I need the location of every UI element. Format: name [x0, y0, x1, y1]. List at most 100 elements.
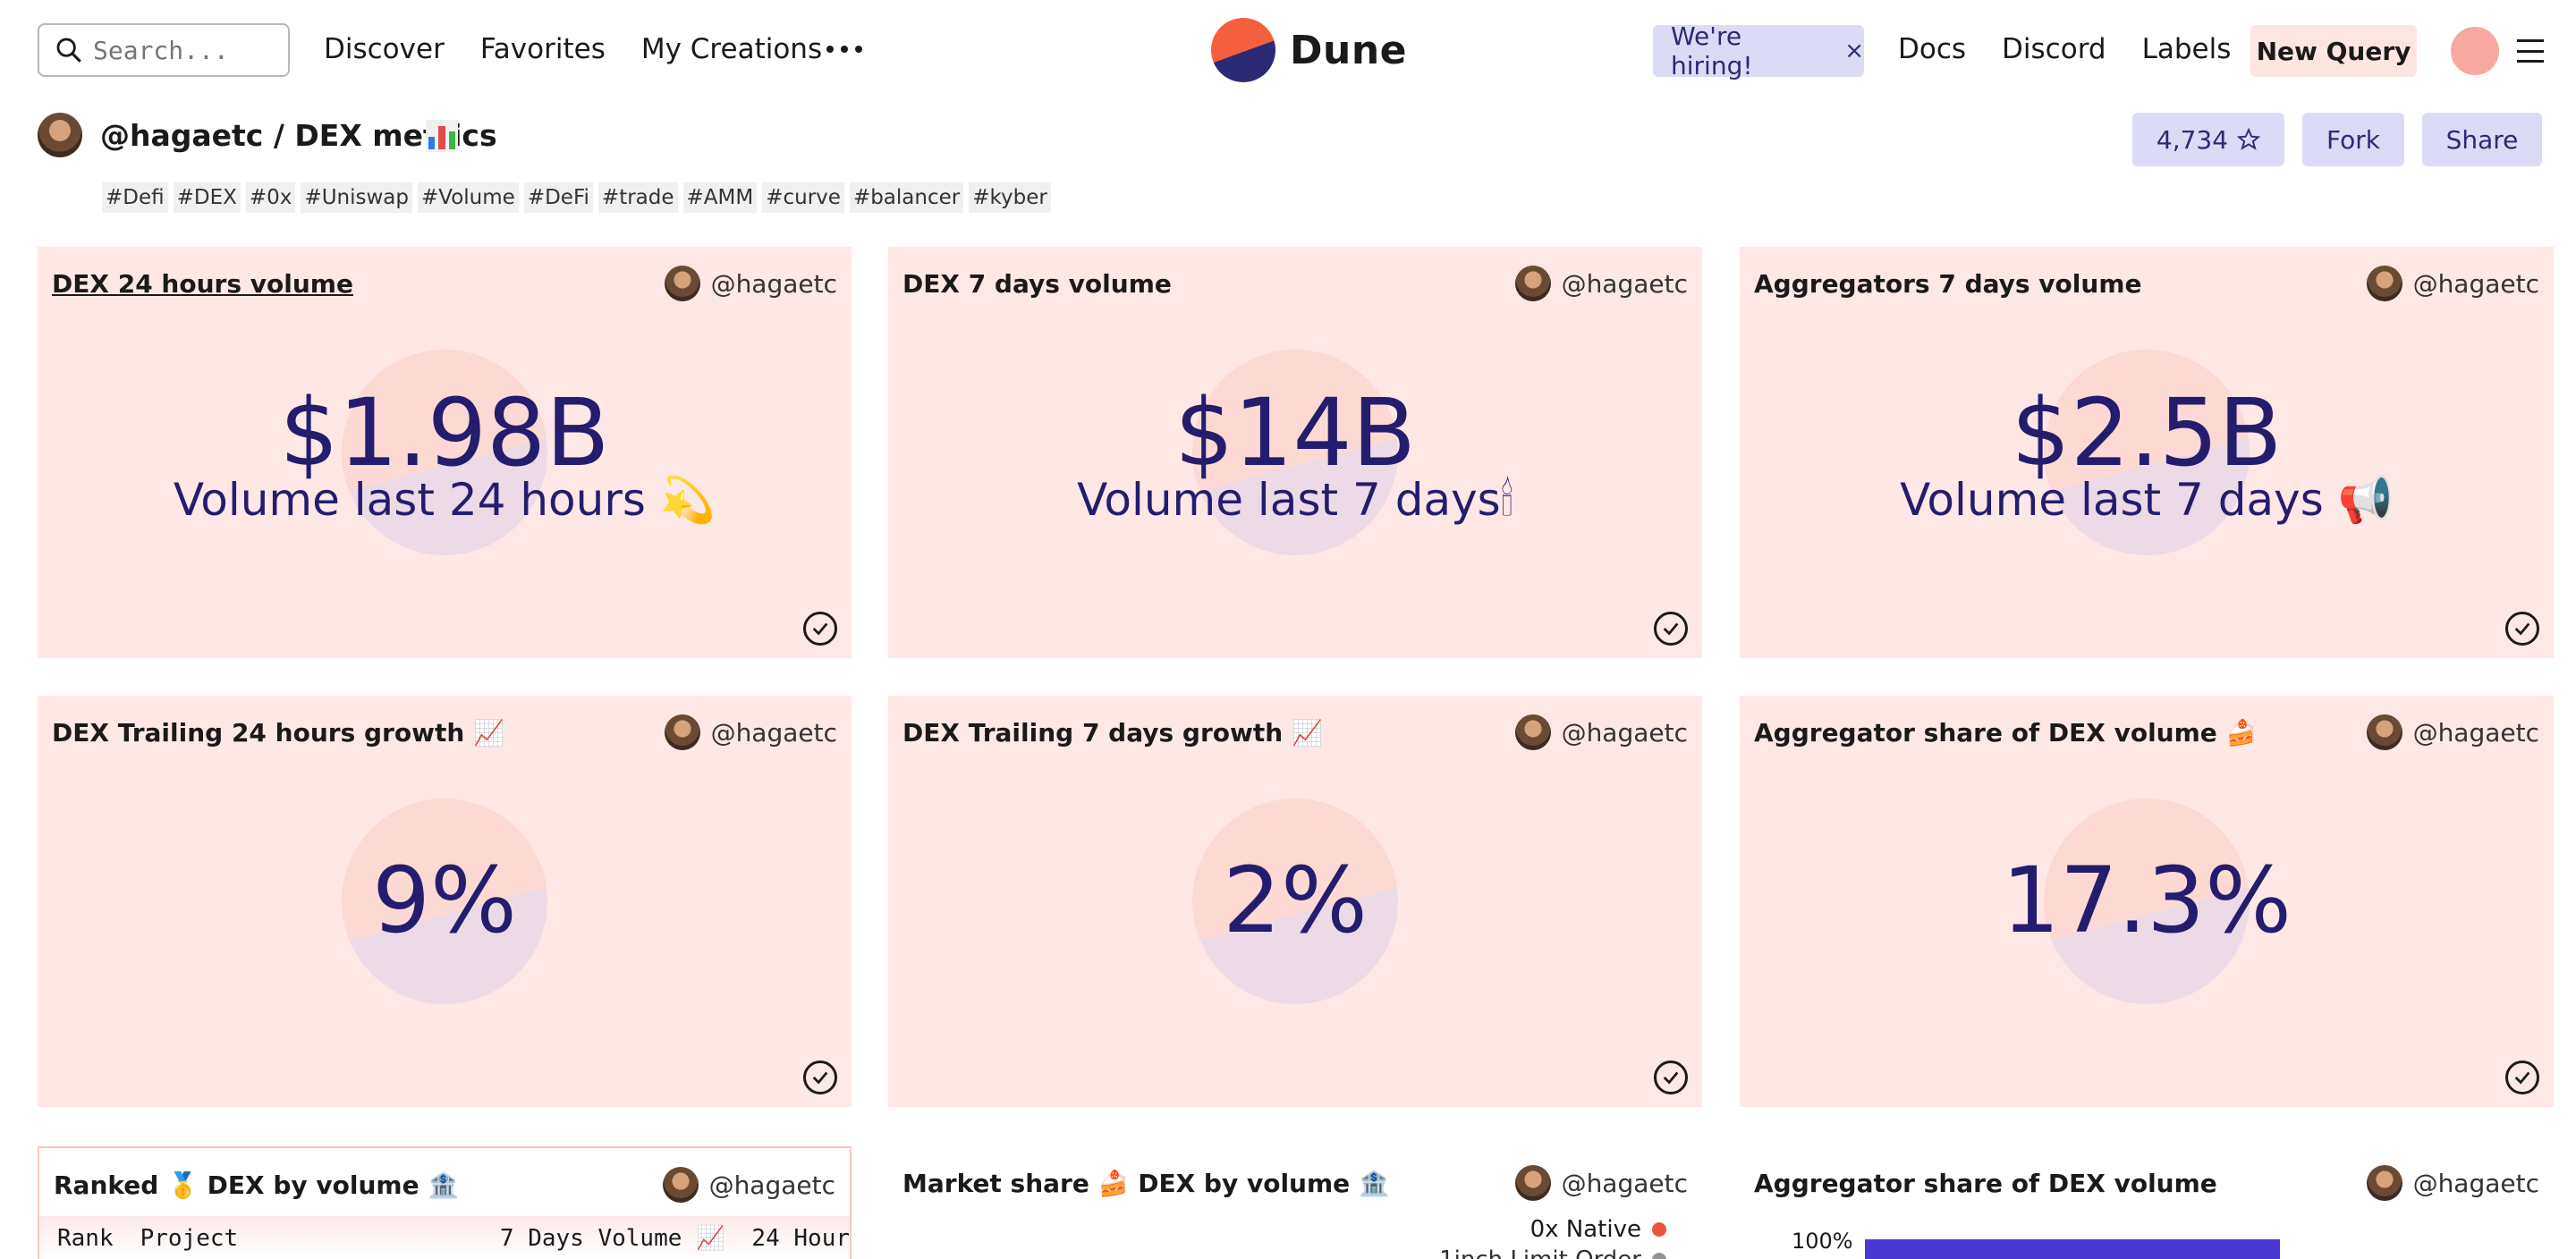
column-header[interactable]: Project: [140, 1225, 239, 1252]
owner-avatar: [1514, 714, 1551, 750]
background-disc: [1192, 798, 1398, 1004]
card-title[interactable]: DEX Trailing 24 hours growth 📈: [52, 717, 504, 748]
card-owner[interactable]: @hagaetc: [664, 266, 837, 301]
tag[interactable]: #0x: [245, 182, 296, 213]
counter-value: 2%: [1223, 848, 1368, 954]
legend-swatch: [1652, 1222, 1666, 1237]
counter-card: DEX 7 days volume @hagaetc $14B Volume l…: [888, 247, 1702, 658]
new-query-button[interactable]: New Query: [2250, 25, 2417, 77]
nav-docs[interactable]: Docs: [1898, 33, 1967, 65]
check-circle-icon: [2505, 1060, 2539, 1094]
background-disc: [342, 798, 547, 1004]
tag[interactable]: #DEX: [173, 182, 241, 213]
tag[interactable]: #AMM: [682, 182, 758, 213]
ranked-table-card: Ranked 🥇 DEX by volume 🏦 @hagaetc Rank P…: [38, 1146, 852, 1259]
tag[interactable]: #trade: [597, 182, 678, 213]
card-title[interactable]: DEX 24 hours volume: [52, 268, 353, 299]
dune-logo[interactable]: Dune: [1211, 18, 1407, 82]
column-header[interactable]: Rank: [57, 1225, 114, 1252]
card-owner[interactable]: @hagaetc: [2366, 1165, 2539, 1201]
nav-discover[interactable]: Discover: [324, 33, 445, 65]
y-axis-tick: 100%: [1792, 1229, 1853, 1254]
owner-avatar: [664, 714, 700, 750]
column-header[interactable]: 24 Hour: [751, 1225, 850, 1252]
legend-item[interactable]: 0x Native: [1530, 1216, 1666, 1243]
owner-avatar: [664, 266, 700, 301]
card-owner[interactable]: @hagaetc: [1514, 266, 1688, 301]
aggregator-share-chart-card: Aggregator share of DEX volume @hagaetc …: [1740, 1146, 2554, 1259]
counter-card: DEX Trailing 24 hours growth 📈 @hagaetc …: [38, 696, 852, 1107]
search-box[interactable]: [38, 23, 290, 77]
card-title[interactable]: DEX 7 days volume: [902, 268, 1172, 299]
nav-discord[interactable]: Discord: [2002, 33, 2106, 65]
owner-avatar: [1514, 1165, 1551, 1201]
card-owner[interactable]: @hagaetc: [1514, 714, 1688, 750]
nav-labels[interactable]: Labels: [2141, 33, 2232, 65]
legend-item[interactable]: 1inch Limit Order: [1439, 1246, 1666, 1259]
card-owner[interactable]: @hagaetc: [664, 714, 837, 750]
search-icon: [56, 38, 81, 63]
close-icon[interactable]: ×: [1844, 38, 1864, 64]
chart-bar[interactable]: [1865, 1239, 2280, 1259]
counter-label: Volume last 7 days 📢: [1900, 474, 2394, 526]
more-menu-icon[interactable]: [826, 34, 862, 64]
hamburger-menu-icon[interactable]: [2517, 39, 2544, 63]
tag[interactable]: #Uniswap: [301, 182, 412, 213]
background-disc: [342, 350, 547, 555]
bar-chart-icon: [426, 120, 458, 152]
counter-card: Aggregators 7 days volume @hagaetc $2.5B…: [1740, 247, 2554, 658]
logo-text: Dune: [1290, 27, 1408, 73]
owner-name[interactable]: @hagaetc: [2412, 268, 2539, 299]
owner-name[interactable]: @hagaetc: [710, 268, 837, 299]
fork-button[interactable]: Fork: [2302, 113, 2404, 166]
tag[interactable]: #balancer: [849, 182, 964, 213]
hiring-banner[interactable]: We're hiring! ×: [1653, 21, 1864, 80]
check-circle-icon: [1654, 1060, 1688, 1094]
owner-name[interactable]: @hagaetc: [710, 717, 837, 748]
tag[interactable]: #Defi: [102, 182, 168, 213]
owner-avatar: [1514, 266, 1551, 301]
column-header[interactable]: 7 Days Volume 📈: [499, 1225, 725, 1252]
search-input[interactable]: [93, 35, 272, 65]
owner-name[interactable]: @hagaetc: [1561, 1168, 1688, 1198]
nav-favorites[interactable]: Favorites: [479, 33, 606, 65]
tag[interactable]: #curve: [762, 182, 844, 213]
background-disc: [2044, 798, 2250, 1004]
card-title[interactable]: DEX Trailing 7 days growth 📈: [902, 717, 1323, 748]
tag[interactable]: #DeFi: [523, 182, 593, 213]
card-title[interactable]: Market share 🍰 DEX by volume 🏦: [902, 1168, 1390, 1198]
counter-card: DEX 24 hours volume @hagaetc $1.98B Volu…: [38, 247, 852, 658]
card-title[interactable]: Aggregator share of DEX volume 🍰: [1754, 717, 2258, 748]
card-title[interactable]: Aggregator share of DEX volume: [1754, 1168, 2217, 1198]
card-owner[interactable]: @hagaetc: [1514, 1165, 1688, 1201]
star-button[interactable]: 4,734: [2132, 113, 2284, 166]
user-avatar[interactable]: [2451, 27, 2499, 75]
check-circle-icon: [2505, 612, 2539, 646]
card-owner[interactable]: @hagaetc: [662, 1167, 835, 1203]
tag[interactable]: #Volume: [418, 182, 519, 213]
owner-name[interactable]: @hagaetc: [2412, 717, 2539, 748]
card-owner[interactable]: @hagaetc: [2366, 714, 2539, 750]
tag[interactable]: #kyber: [969, 182, 1051, 213]
hiring-text[interactable]: We're hiring!: [1671, 21, 1753, 80]
counter-value: $14B: [1174, 378, 1416, 487]
nav-my-creations[interactable]: My Creations: [640, 33, 823, 65]
owner-name[interactable]: @hagaetc: [708, 1170, 835, 1200]
legend-label: 0x Native: [1530, 1216, 1641, 1243]
counter-value: 9%: [372, 848, 517, 954]
card-owner[interactable]: @hagaetc: [2366, 266, 2539, 301]
counter-label: Volume last 24 hours 💫: [173, 474, 716, 526]
card-title[interactable]: Aggregators 7 days volume: [1754, 268, 2142, 299]
top-navigation-bar: Discover Favorites My Creations Dune We'…: [0, 0, 2576, 100]
check-circle-icon: [803, 1060, 837, 1094]
owner-name[interactable]: @hagaetc: [1561, 717, 1688, 748]
market-share-card: Market share 🍰 DEX by volume 🏦 @hagaetc …: [888, 1146, 1702, 1259]
author-avatar[interactable]: [38, 113, 82, 157]
owner-avatar: [2366, 1165, 2402, 1201]
counter-value: 17.3%: [2001, 848, 2292, 954]
card-title[interactable]: Ranked 🥇 DEX by volume 🏦: [54, 1170, 460, 1200]
owner-name[interactable]: @hagaetc: [2412, 1168, 2539, 1198]
share-button[interactable]: Share: [2422, 113, 2542, 166]
star-count: 4,734: [2156, 124, 2229, 155]
owner-name[interactable]: @hagaetc: [1561, 268, 1688, 299]
